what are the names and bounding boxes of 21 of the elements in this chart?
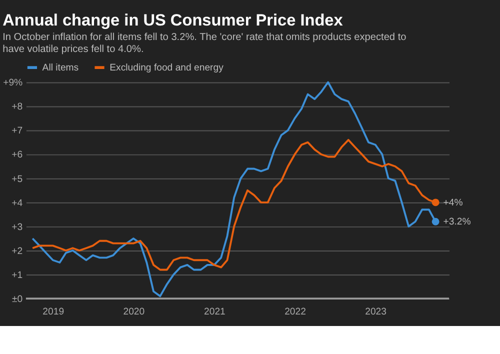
y-tick-label: +9% <box>3 78 24 89</box>
y-tick-label: +5 <box>12 174 23 185</box>
chart-subtitle: In October inflation for all items fell to 3.2%. The 'core' rate that omits products expected to have volatile prices fell to 4.0%. <box>2 32 407 55</box>
x-tick-label: 2019 <box>42 306 64 318</box>
y-tick-label: ±0 <box>12 294 23 305</box>
annotation: +3.2% <box>443 216 472 228</box>
y-tick-label: +7 <box>12 126 23 137</box>
legend-label: All items <box>42 62 79 74</box>
annotation: +4% <box>443 197 464 208</box>
chart-title: Annual change in US Consumer Price Index <box>2 12 343 30</box>
y-tick-label: +8 <box>12 102 23 113</box>
x-tick-label: 2023 <box>365 306 386 318</box>
legend-label: Excluding food and energy <box>110 62 224 74</box>
x-tick-label: 2021 <box>204 306 226 318</box>
x-tick-label: 2020 <box>123 306 145 318</box>
y-tick-label: +4 <box>12 198 24 209</box>
y-tick-label: +3 <box>12 222 23 233</box>
y-tick-label: +6 <box>12 150 23 161</box>
y-tick-label: +1 <box>12 270 23 281</box>
y-tick-label: +2 <box>12 246 23 257</box>
x-tick-label: 2022 <box>284 306 306 318</box>
